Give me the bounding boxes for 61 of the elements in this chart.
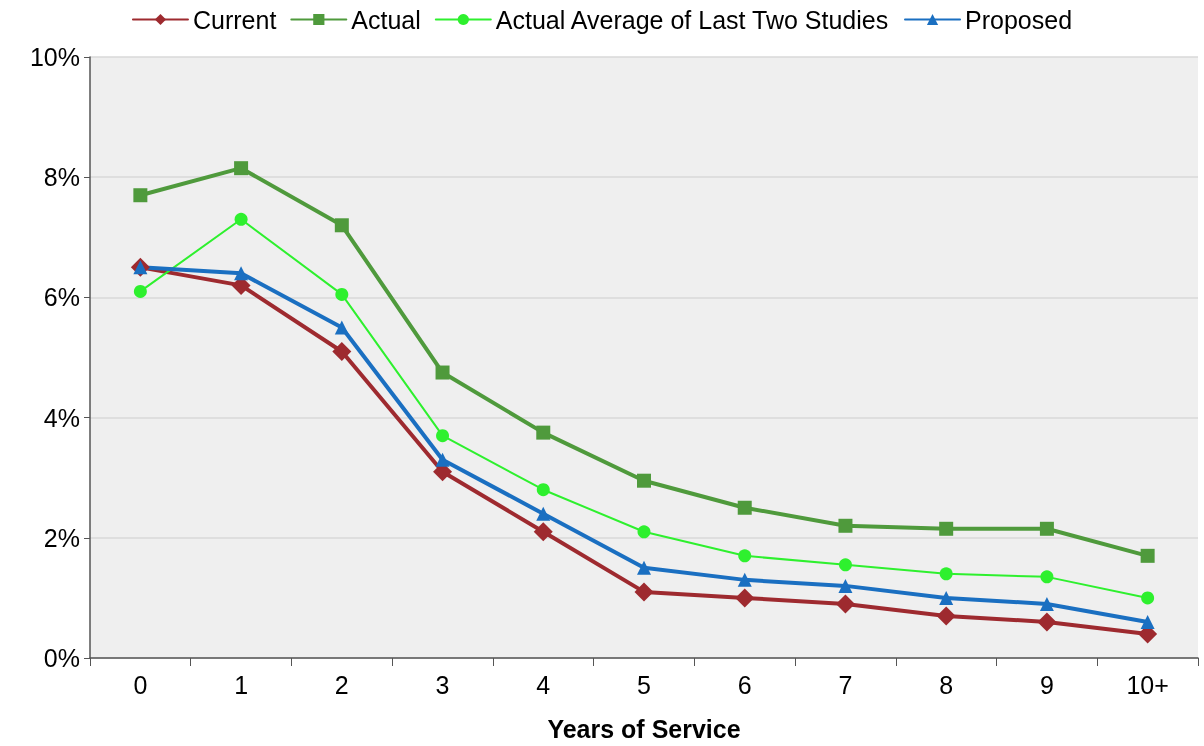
y-tick-label: 0%: [43, 644, 80, 672]
point: [335, 287, 349, 301]
point: [637, 525, 651, 539]
y-tick-label: 8%: [43, 163, 80, 192]
point: [1040, 570, 1054, 584]
point: [1140, 548, 1155, 563]
point: [939, 567, 953, 581]
point: [234, 266, 249, 281]
point: [1140, 614, 1155, 629]
point: [536, 425, 551, 440]
point: [536, 506, 551, 521]
y-tick-label: 10%: [29, 43, 80, 71]
point: [838, 578, 853, 593]
point: [234, 212, 248, 226]
point: [133, 284, 147, 298]
x-tick-label: 8: [939, 670, 954, 699]
x-tick-label: 2: [334, 670, 349, 699]
point: [435, 452, 450, 467]
point: [536, 483, 550, 497]
x-tick-label: 5: [637, 670, 651, 699]
point: [637, 473, 651, 488]
y-tick-label: 2%: [43, 523, 80, 552]
y-tick-label: 4%: [43, 403, 80, 432]
point: [838, 518, 853, 533]
point: [737, 500, 752, 515]
point: [738, 549, 752, 563]
x-tick-label: 1: [234, 670, 249, 699]
x-tick-label: 0: [133, 670, 148, 699]
x-tick-label: 10+: [1126, 670, 1169, 699]
x-tick-label: 6: [737, 670, 752, 699]
point: [1141, 591, 1155, 605]
legend-label: Actual: [351, 5, 421, 34]
x-tick-label: 3: [435, 670, 450, 699]
point: [1039, 596, 1054, 611]
point: [436, 429, 450, 443]
point: [939, 521, 954, 536]
point: [533, 522, 553, 542]
y-tick-label: 6%: [43, 283, 80, 312]
point: [234, 161, 249, 176]
point: [1039, 521, 1054, 536]
point: [1037, 612, 1057, 632]
point: [334, 320, 349, 335]
point: [835, 594, 855, 614]
x-tick-label: 9: [1039, 670, 1054, 699]
legend-label: Current: [192, 5, 277, 34]
point: [634, 582, 654, 602]
point: [838, 558, 852, 572]
point: [435, 365, 450, 380]
x-tick-label: 7: [838, 670, 853, 699]
point: [939, 590, 954, 605]
point: [332, 341, 352, 361]
point: [735, 588, 755, 608]
point: [737, 572, 752, 587]
point: [334, 218, 349, 233]
point: [936, 606, 956, 626]
x-axis-title: Years of Service: [547, 714, 741, 743]
legend-label: Actual Average of Last Two Studies: [495, 5, 889, 34]
x-tick-label: 4: [536, 670, 551, 699]
legend-label: Proposed: [965, 5, 1073, 34]
point: [133, 188, 148, 203]
point: [637, 560, 651, 575]
